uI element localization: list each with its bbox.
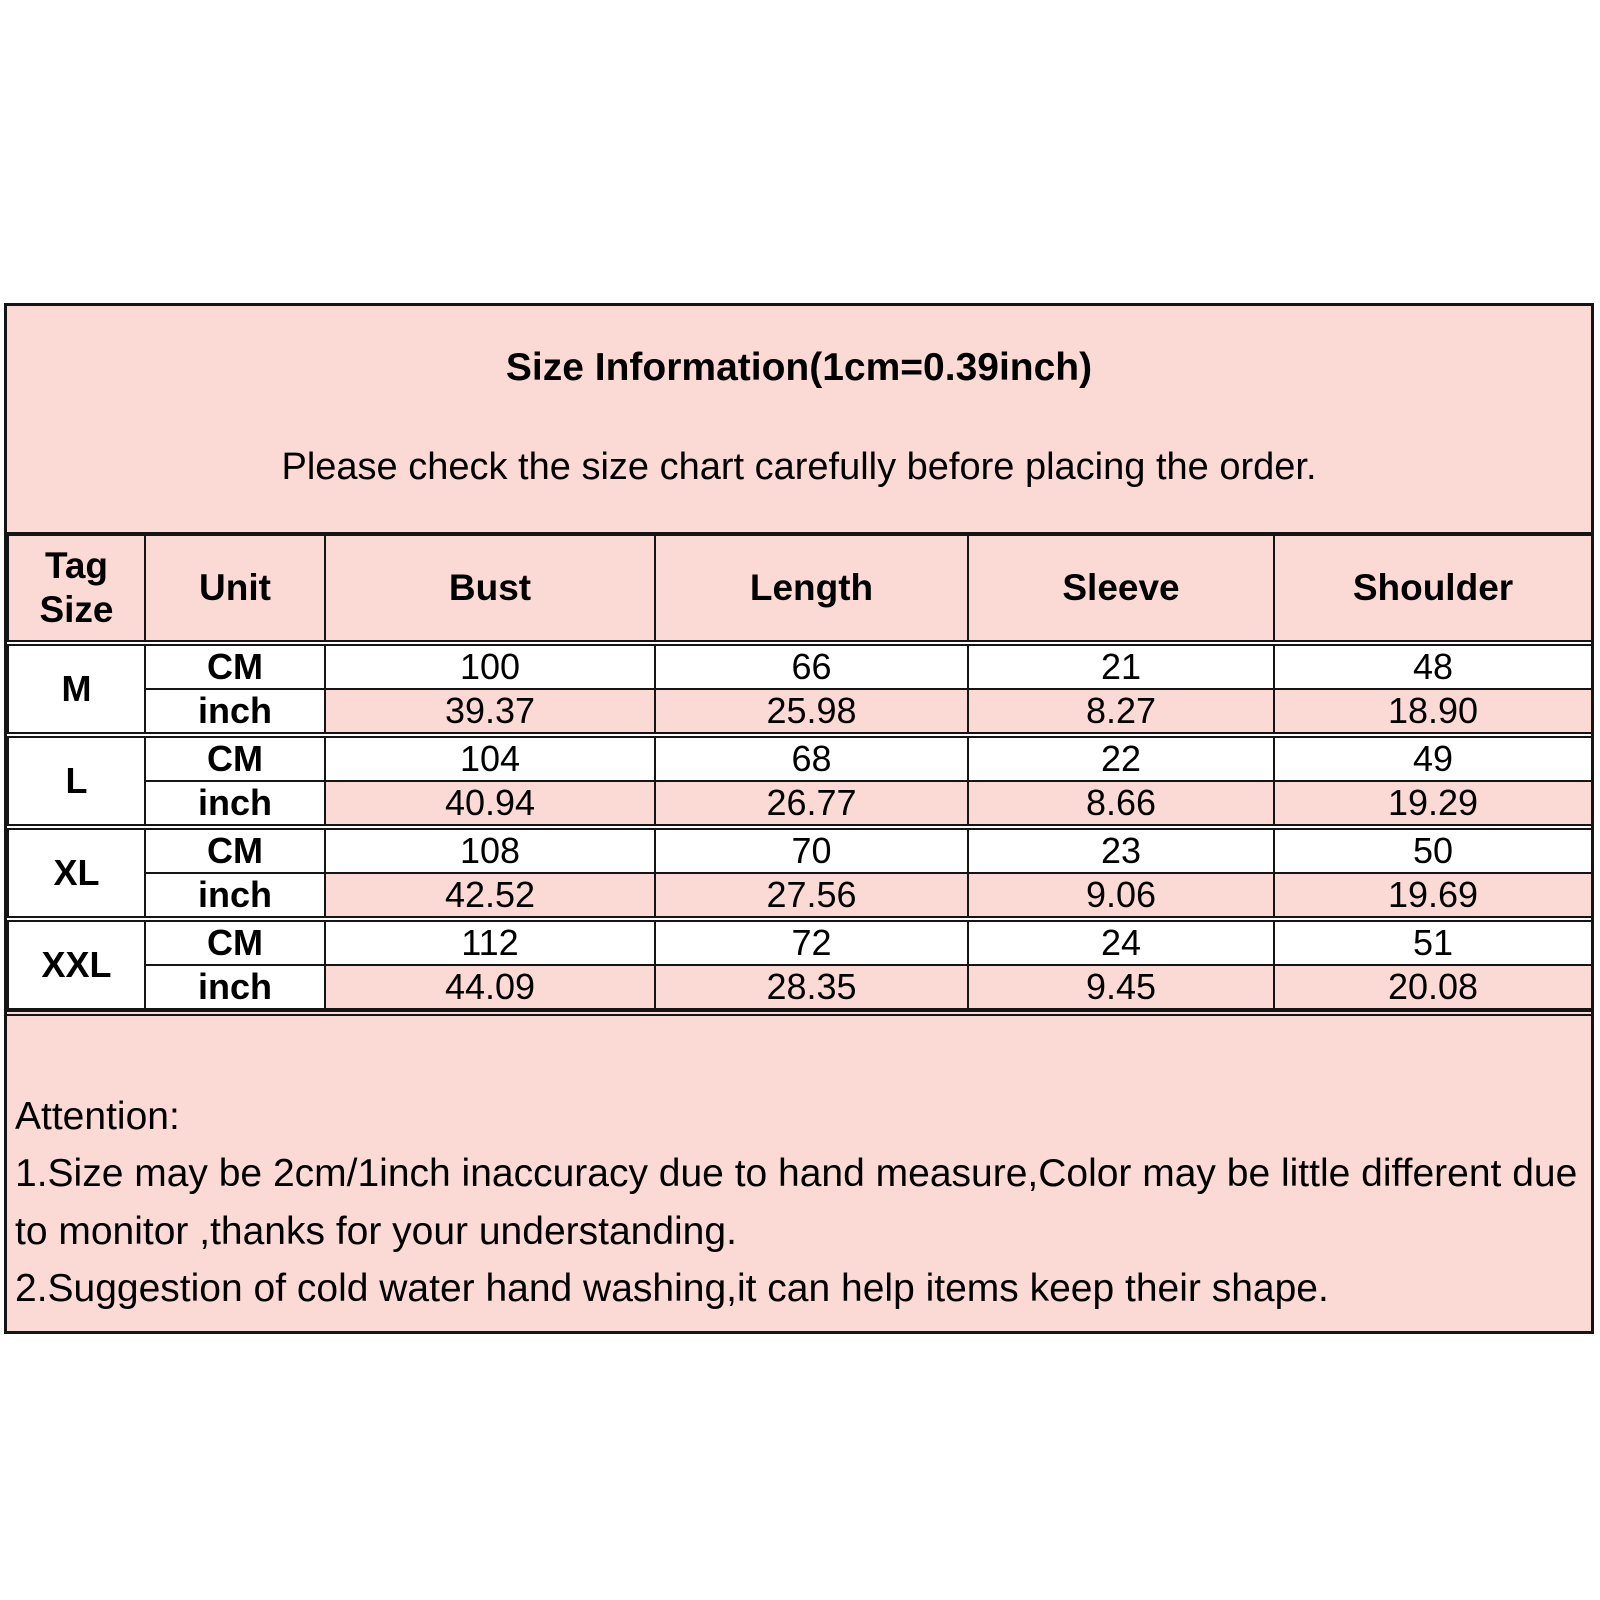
xl-length-cm: 70 [654,824,969,874]
xxl-sleeve-inch: 9.45 [967,964,1275,1010]
xl-length-inch: 27.56 [654,872,969,920]
tag-size-l: L [7,732,146,828]
xxl-bust-cm: 112 [324,916,656,966]
xl-shoulder-inch: 19.69 [1273,872,1593,920]
xl-sleeve-inch: 9.06 [967,872,1275,920]
tag-size-xl: XL [7,824,146,920]
xxl-length-cm: 72 [654,916,969,966]
m-length-cm: 66 [654,640,969,690]
col-header-length: Length [654,534,969,646]
l-sleeve-inch: 8.66 [967,780,1275,828]
m-sleeve-cm: 21 [967,640,1275,690]
m-sleeve-inch: 8.27 [967,688,1275,736]
unit-inch-label: inch [144,688,326,736]
table-row: XXL CM 112 72 24 51 [7,916,1593,1010]
header-subtitle: Please check the size chart carefully be… [281,446,1317,488]
m-shoulder-inch: 18.90 [1273,688,1593,736]
unit-inch-label: inch [144,964,326,1010]
l-shoulder-inch: 19.29 [1273,780,1593,828]
xxl-sleeve-cm: 24 [967,916,1275,966]
xxl-shoulder-cm: 51 [1273,916,1593,966]
col-header-shoulder: Shoulder [1273,534,1593,646]
xl-sleeve-cm: 23 [967,824,1275,874]
xl-bust-inch: 42.52 [324,872,656,920]
m-bust-inch: 39.37 [324,688,656,736]
table-row: XL CM 108 70 23 50 [7,824,1593,920]
size-table: Tag Size Unit Bust Length Sleeve Shoulde… [7,534,1593,1010]
table-row: inch 39.37 25.98 8.27 18.90 [8,688,1593,736]
unit-cm-label: CM [144,732,326,782]
l-sleeve-cm: 22 [967,732,1275,782]
m-length-inch: 25.98 [654,688,969,736]
table-row: L CM 104 68 22 49 [7,732,1593,828]
attention-note-1: 1.Size may be 2cm/1inch inaccuracy due t… [15,1152,1578,1253]
header-block: Size Information(1cm=0.39inch) Please ch… [7,306,1591,534]
table-row: inch 42.52 27.56 9.06 19.69 [8,872,1593,920]
l-bust-cm: 104 [324,732,656,782]
m-shoulder-cm: 48 [1273,640,1593,690]
col-header-tag-size: Tag Size [7,534,146,646]
unit-cm-label: CM [144,916,326,966]
unit-inch-label: inch [144,872,326,920]
l-shoulder-cm: 49 [1273,732,1593,782]
m-bust-cm: 100 [324,640,656,690]
unit-inch-label: inch [144,780,326,828]
tag-size-xxl: XXL [7,916,146,1010]
xxl-bust-inch: 44.09 [324,964,656,1010]
table-row: M CM 100 66 21 48 [7,640,1593,736]
unit-cm-label: CM [144,640,326,690]
size-chart-sheet: Size Information(1cm=0.39inch) Please ch… [4,303,1594,1335]
page-title: Size Information(1cm=0.39inch) [505,346,1093,389]
l-bust-inch: 40.94 [324,780,656,828]
xxl-length-inch: 28.35 [654,964,969,1010]
col-header-bust: Bust [324,534,656,646]
tag-size-m: M [7,640,146,736]
l-length-cm: 68 [654,732,969,782]
table-row: inch 44.09 28.35 9.45 20.08 [8,964,1593,1010]
xl-bust-cm: 108 [324,824,656,874]
attention-note-2: 2.Suggestion of cold water hand washing,… [15,1266,1329,1310]
unit-cm-label: CM [144,824,326,874]
col-header-sleeve: Sleeve [967,534,1275,646]
table-row: inch 40.94 26.77 8.66 19.29 [8,780,1593,828]
table-header-row: Tag Size Unit Bust Length Sleeve Shoulde… [7,534,1593,646]
l-length-inch: 26.77 [654,780,969,828]
attention-heading: Attention: [15,1095,180,1138]
xl-shoulder-cm: 50 [1273,824,1593,874]
col-header-unit: Unit [144,534,326,646]
xxl-shoulder-inch: 20.08 [1273,964,1593,1010]
attention-block: Attention: 1.Size may be 2cm/1inch inacc… [7,1010,1591,1332]
